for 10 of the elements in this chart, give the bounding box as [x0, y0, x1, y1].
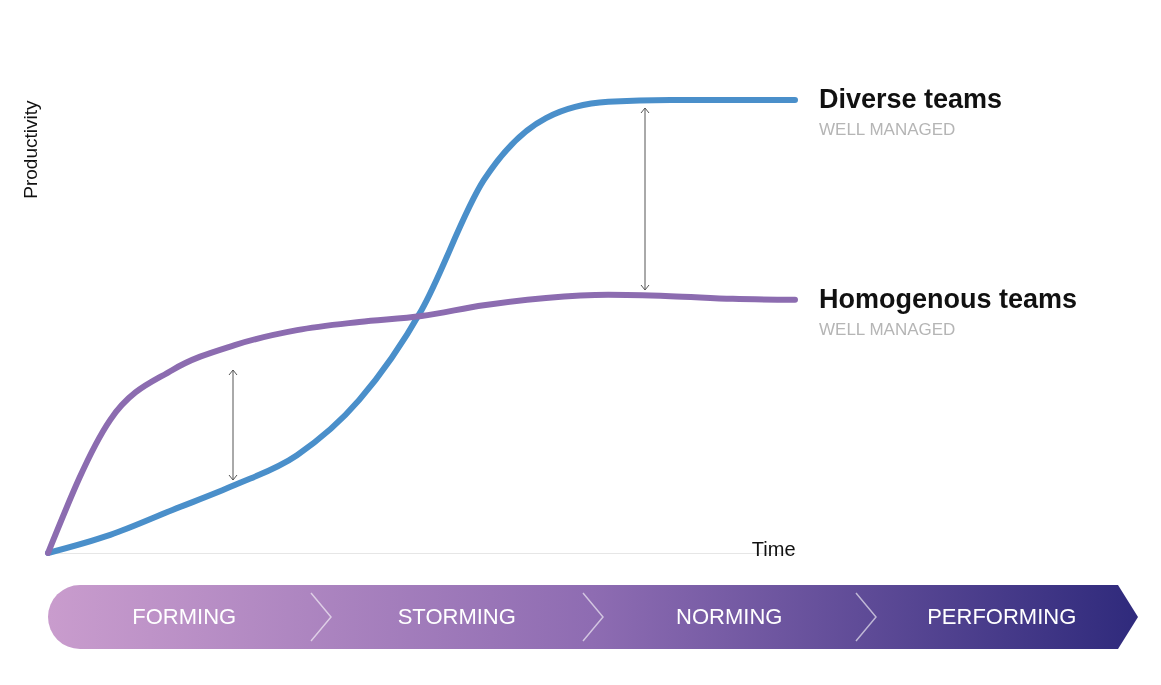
- text: NORMING: [676, 604, 783, 630]
- text: STORMING: [397, 604, 516, 630]
- series-label: Homogenous teams: [819, 283, 1078, 314]
- text: WELL MANAGED: [819, 319, 956, 339]
- text: PERFORMING: [927, 604, 1077, 630]
- text: WELL MANAGED: [819, 120, 956, 139]
- text: FORMING: [132, 604, 237, 630]
- series-label: Diverse teams: [819, 84, 1003, 114]
- y-axis-title: Productivity: [19, 100, 41, 199]
- x-axis-title: Time: [751, 537, 796, 560]
